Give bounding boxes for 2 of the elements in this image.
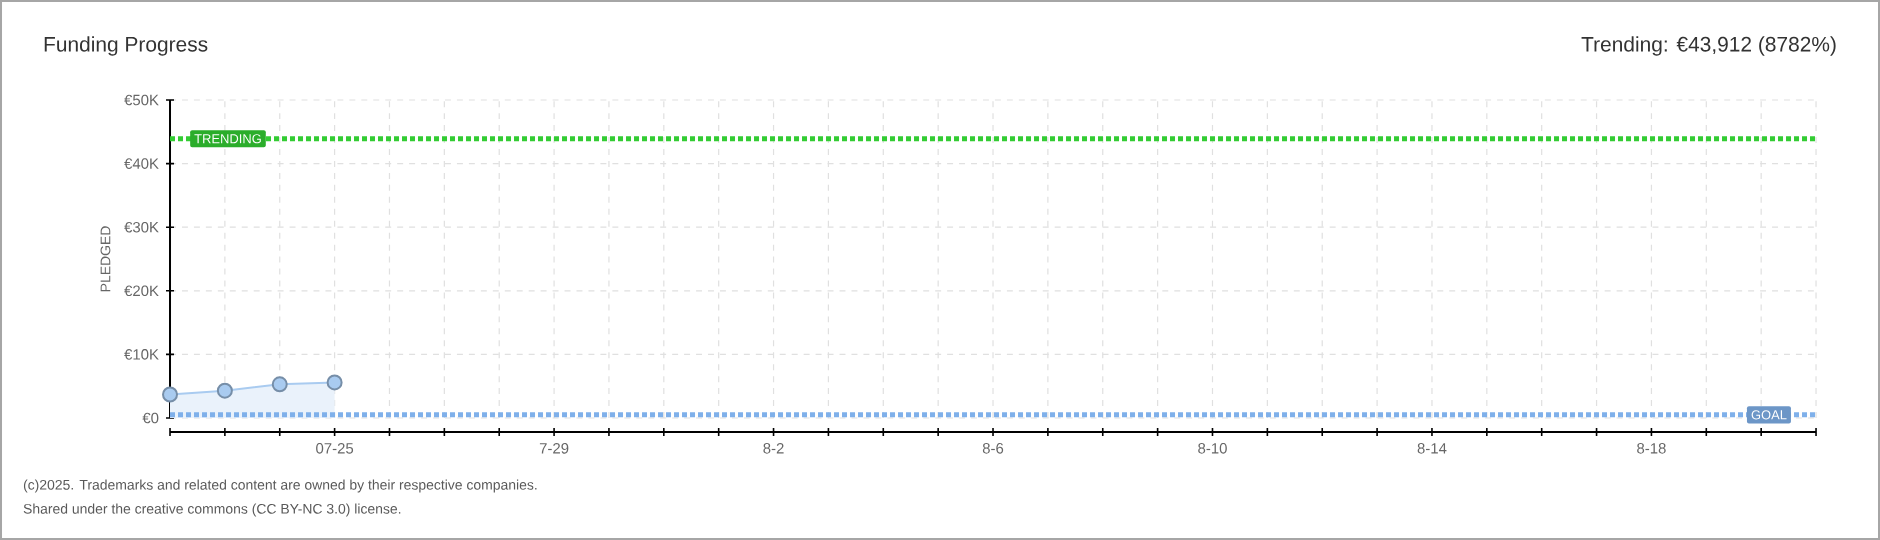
chart-title: Funding Progress xyxy=(44,36,208,56)
chart-subtitle: Trending: €43,912 (8782%) xyxy=(1581,36,1836,56)
